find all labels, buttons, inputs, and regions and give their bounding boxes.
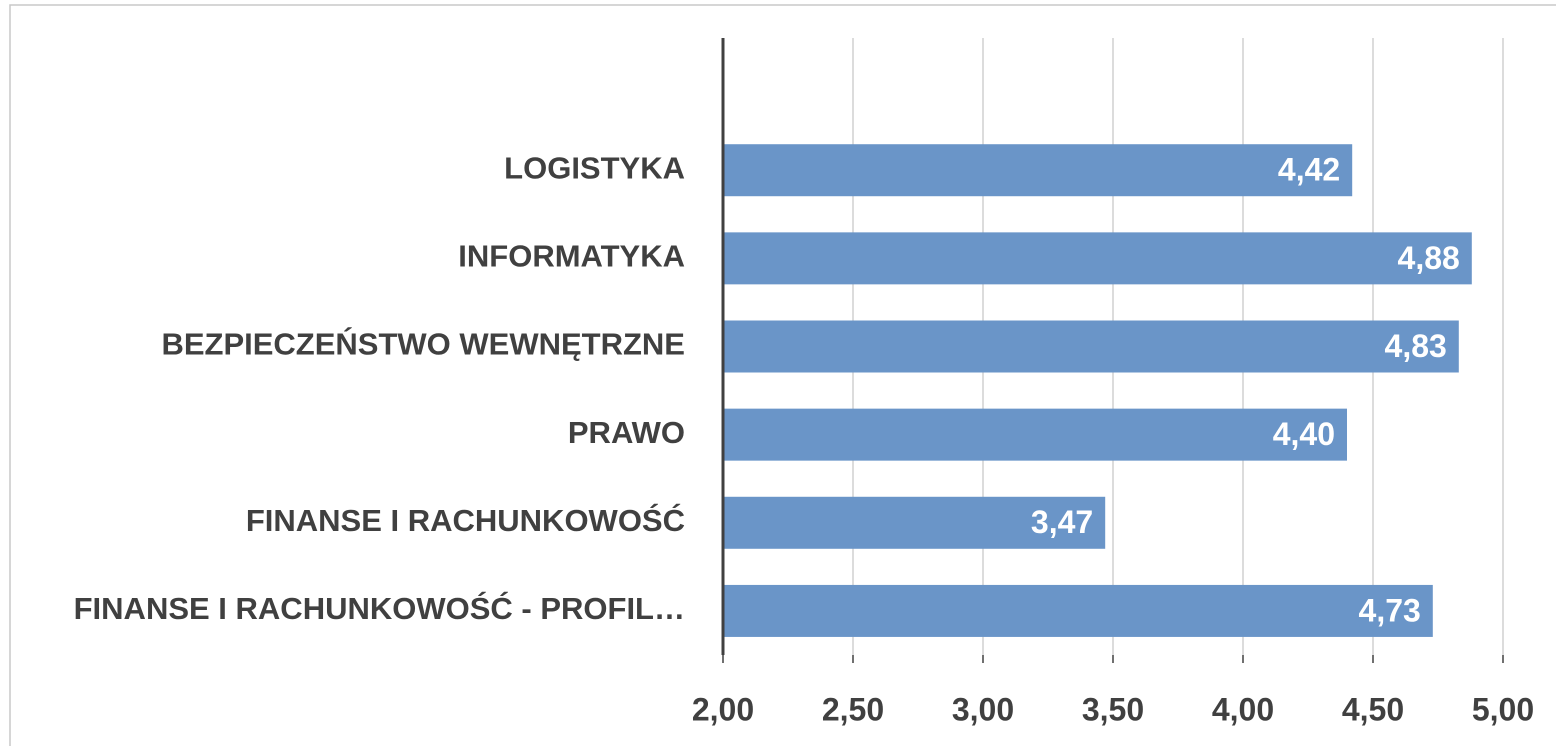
value-label: 4,40 [1273,416,1335,452]
bar [723,408,1347,461]
x-tick-label: 3,50 [1082,691,1144,727]
value-label: 4,83 [1385,328,1447,364]
bar [723,496,1106,549]
value-label: 4,42 [1278,152,1340,188]
x-tick-label: 3,00 [952,691,1014,727]
bar [723,144,1353,197]
frame [9,4,1556,746]
y-tick-label: FINANSE I RACHUNKOWOŚĆ - PROFIL… [74,590,685,626]
value-label: 3,47 [1031,504,1093,540]
bar [723,320,1459,373]
bar [723,584,1433,637]
y-tick-label: LOGISTYKA [504,150,685,185]
x-tick-label: 4,50 [1342,691,1404,727]
y-tick-label: PRAWO [568,415,685,450]
x-tick-label: 5,00 [1472,691,1534,727]
y-tick-label: BEZPIECZEŃSTWO WEWNĘTRZNE [161,327,685,362]
y-tick-label: INFORMATYKA [458,239,685,274]
x-tick-label: 4,00 [1212,691,1274,727]
y-tick-label: FINANSE I RACHUNKOWOŚĆ [246,502,685,538]
x-tick-label: 2,00 [692,691,754,727]
value-label: 4,73 [1359,592,1421,628]
x-tick-label: 2,50 [822,691,884,727]
value-label: 4,88 [1398,240,1460,276]
bar [723,232,1472,285]
